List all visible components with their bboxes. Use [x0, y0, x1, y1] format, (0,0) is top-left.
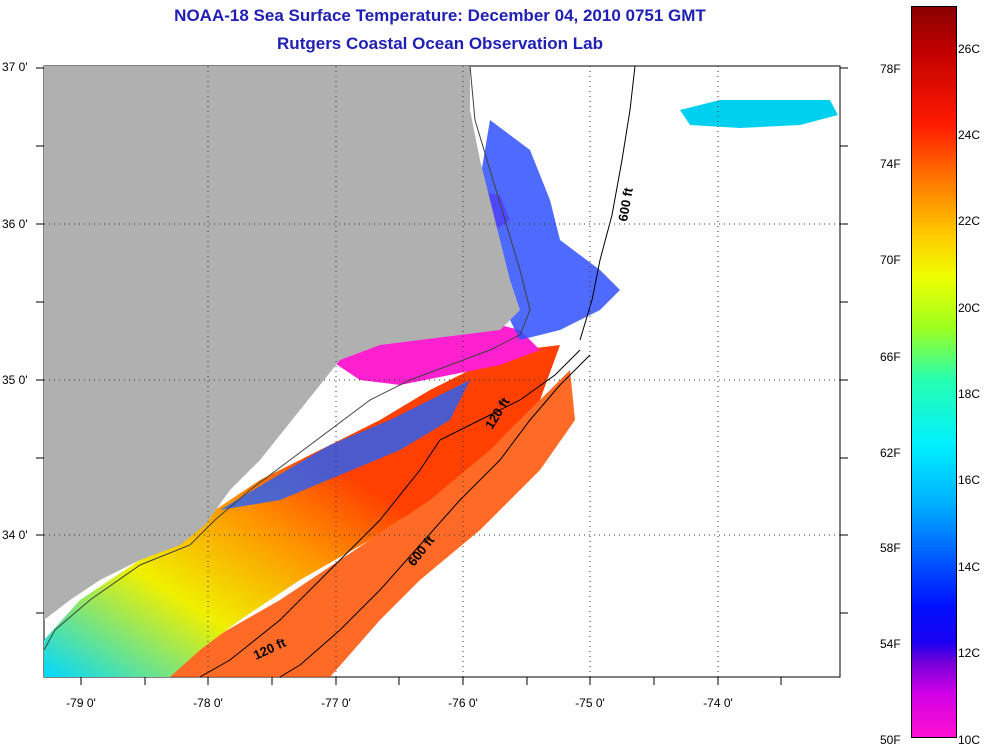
- colorbar-f-50: 50F: [880, 733, 901, 747]
- colorbar-c-10: 10C: [958, 733, 981, 747]
- colorbar-c-16: 16C: [958, 473, 981, 487]
- lon-label-75: -75 0': [575, 696, 605, 710]
- lon-label-78: -78 0': [193, 696, 223, 710]
- colorbar-f-78: 78F: [880, 62, 901, 76]
- land-mass: [44, 66, 520, 620]
- colorbar-c-12: 12C: [958, 646, 981, 660]
- colorbar-c-14: 14C: [958, 560, 981, 574]
- lon-label-77: -77 0': [321, 696, 351, 710]
- northeast-cool-patch: [680, 100, 838, 128]
- colorbar-f-70: 70F: [880, 253, 901, 267]
- colorbar-c-20: 20C: [958, 301, 981, 315]
- lat-label-34: 34 0': [2, 528, 28, 542]
- isobath-120ft: [199, 349, 581, 678]
- temperature-colorbar: [911, 6, 957, 738]
- axis-ticks: [36, 67, 848, 685]
- isobath-label-600-north: 600 ft: [615, 186, 636, 223]
- lat-label-35: 35 0': [2, 373, 28, 387]
- chart-title: NOAA-18 Sea Surface Temperature: Decembe…: [174, 6, 706, 25]
- colorbar-f-74: 74F: [880, 157, 901, 171]
- colorbar-c-24: 24C: [958, 128, 981, 142]
- colorbar-f-58: 58F: [880, 541, 901, 555]
- lat-label-37: 37 0': [2, 60, 28, 74]
- colorbar-f-66: 66F: [880, 350, 901, 364]
- lat-label-36: 36 0': [2, 217, 28, 231]
- colorbar-f-62: 62F: [880, 446, 901, 460]
- isobath-600ft-south: [279, 354, 591, 678]
- lon-label-76: -76 0': [448, 696, 478, 710]
- cold-nearshore-water: [220, 380, 470, 510]
- offshore-cool-water: [480, 120, 620, 340]
- colorbar-c-22: 22C: [958, 214, 981, 228]
- isobath-600ft-north: [579, 65, 636, 341]
- colorbar-c-26: 26C: [958, 42, 981, 56]
- chart-subtitle: Rutgers Coastal Ocean Observation Lab: [277, 34, 603, 53]
- lon-label-79: -79 0': [66, 696, 96, 710]
- lon-label-74: -74 0': [703, 696, 733, 710]
- colorbar-c-18: 18C: [958, 387, 981, 401]
- coastline: [43, 65, 531, 651]
- colorbar-f-54: 54F: [880, 637, 901, 651]
- graticule: [44, 66, 840, 677]
